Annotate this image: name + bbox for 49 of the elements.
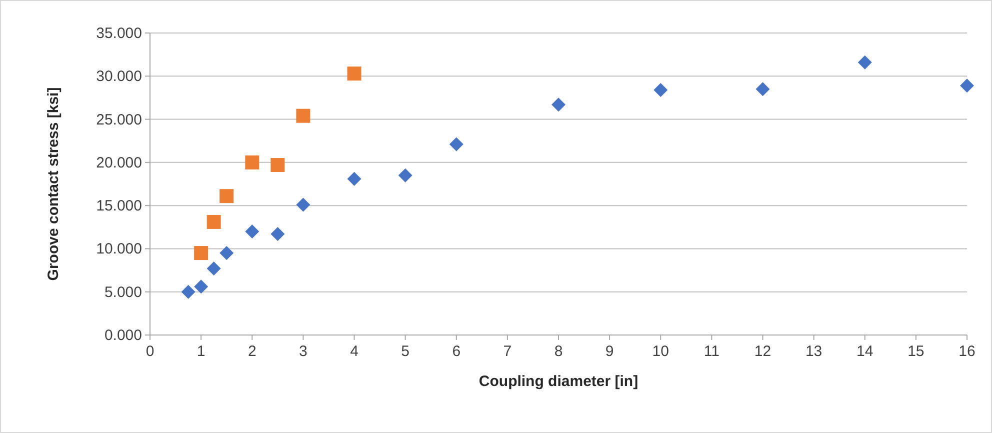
x-tick-label: 16 — [958, 343, 976, 360]
point — [347, 172, 362, 186]
x-tick-label: 5 — [401, 343, 410, 360]
y-tick-label: 20.000 — [96, 154, 142, 172]
x-tick-label: 0 — [146, 343, 154, 360]
point — [347, 66, 362, 81]
point — [220, 246, 234, 260]
point — [270, 227, 285, 242]
point — [858, 55, 872, 70]
point — [270, 158, 285, 172]
x-tick-label: 9 — [605, 343, 614, 360]
x-axis-title: Coupling diameter [in] — [478, 373, 638, 390]
x-tick-label: 4 — [350, 343, 358, 360]
x-tick-label: 6 — [452, 343, 461, 360]
x-tick-label: 7 — [503, 343, 512, 360]
x-tick-label: 8 — [554, 343, 563, 360]
y-tick-label: 35.000 — [96, 25, 142, 42]
point — [194, 246, 208, 260]
x-tick-label: 3 — [299, 343, 308, 360]
x-tick-label: 13 — [805, 343, 822, 360]
x-tick-label: 10 — [652, 343, 669, 360]
point — [756, 82, 770, 96]
y-tick-label: 10.000 — [96, 240, 142, 258]
point — [654, 82, 668, 97]
point — [194, 280, 208, 294]
point — [960, 78, 974, 93]
point — [245, 224, 260, 238]
y-tick-label: 25.000 — [96, 111, 142, 128]
x-tick-label: 11 — [704, 343, 720, 360]
point — [552, 98, 566, 112]
x-tick-label: 2 — [248, 343, 256, 360]
point — [296, 108, 310, 123]
x-tick-label: 14 — [856, 343, 874, 360]
x-tick-label: 12 — [754, 343, 772, 360]
y-tick-label: 0.000 — [104, 327, 142, 344]
y-tick-label: 30.000 — [96, 68, 142, 86]
y-tick-label: 15.000 — [96, 198, 142, 215]
x-tick-label: 1 — [196, 343, 206, 360]
point — [398, 168, 412, 182]
y-axis-title: Groove contact stress [ksi] — [45, 87, 62, 281]
point — [206, 262, 221, 276]
point — [296, 198, 310, 212]
point — [449, 137, 464, 152]
point — [181, 284, 196, 299]
point — [245, 155, 260, 170]
x-tick-label: 15 — [908, 343, 924, 360]
point — [220, 189, 234, 204]
y-tick-label: 5.000 — [104, 284, 142, 301]
point — [206, 214, 221, 229]
